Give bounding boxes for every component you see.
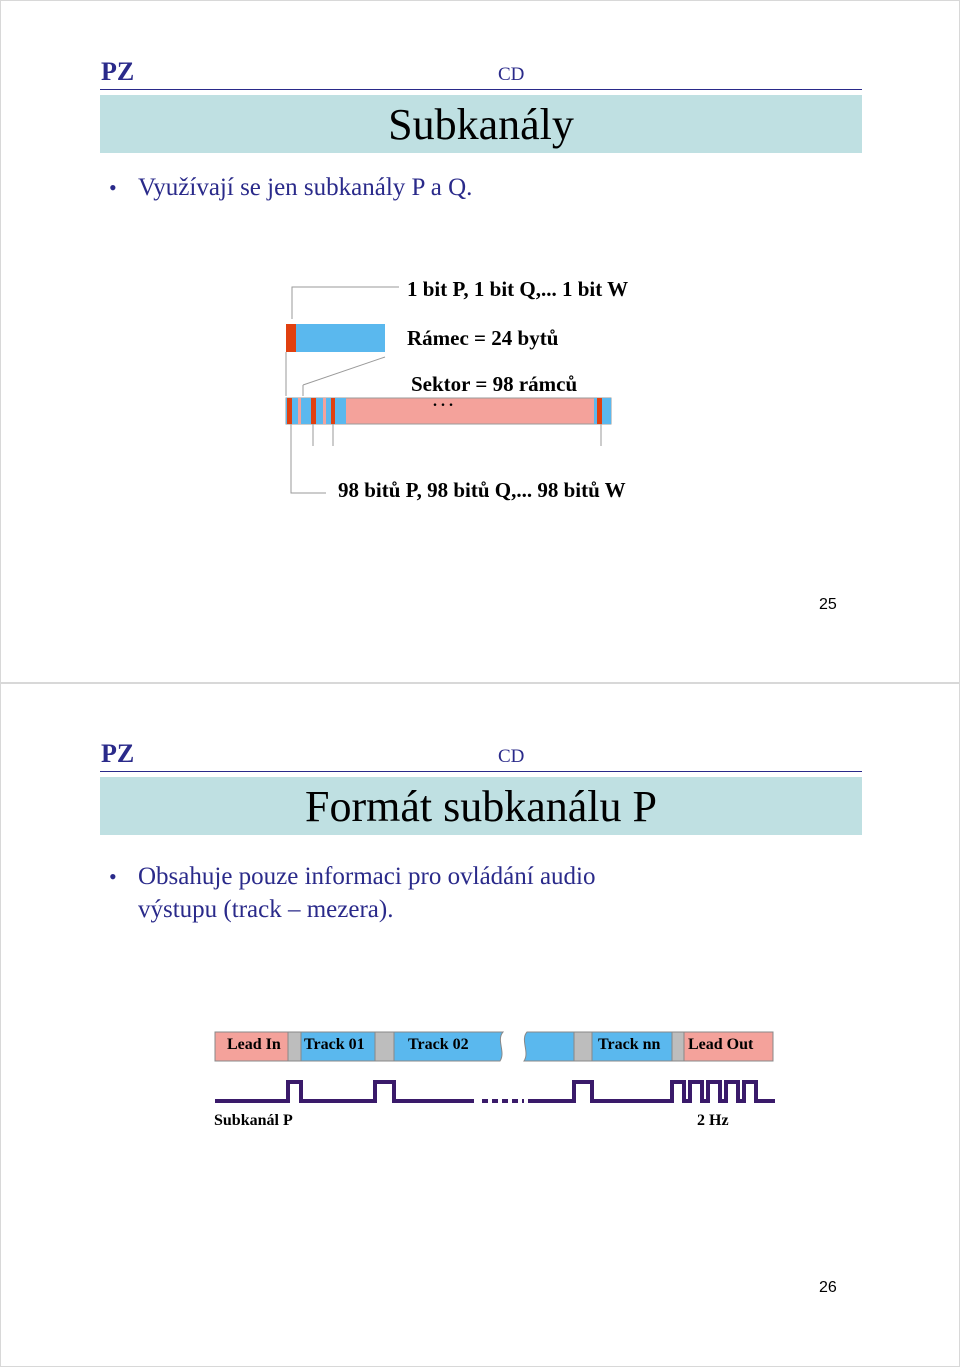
header-logo: PZ: [101, 739, 135, 768]
signal-label-left: Subkanál P: [214, 1112, 293, 1129]
sector-end-frames: [594, 398, 611, 424]
label-track-nn: Track nn: [598, 1036, 661, 1053]
header-topic: CD: [498, 746, 525, 767]
header-rule: [100, 89, 862, 90]
header-logo: PZ: [101, 57, 135, 86]
bullet-dot-icon: •: [109, 864, 117, 889]
label-track-01: Track 01: [304, 1036, 365, 1053]
signal-label-right: 2 Hz: [697, 1112, 729, 1129]
page-number: 26: [819, 1279, 837, 1296]
slide-26: PZ CD Formát subkanálu P • Obsahuje pouz…: [0, 683, 960, 1367]
frame-marker: [286, 324, 296, 352]
bullet-text-line2: výstupu (track – mezera).: [138, 896, 394, 923]
sector-ellipsis: . . .: [433, 393, 453, 410]
bullet-text: Využívají se jen subkanály P a Q.: [138, 174, 473, 201]
frame-bar: [296, 324, 385, 352]
bracket-top: [291, 286, 399, 319]
bullet-item: • Obsahuje pouze informaci pro ovládání …: [109, 860, 809, 930]
label-lead-in: Lead In: [227, 1036, 281, 1053]
bits-label: 1 bit P, 1 bit Q,... 1 bit W: [407, 277, 629, 301]
subchannel-diagram: [285, 286, 612, 494]
title-bar: Subkanály: [100, 95, 862, 153]
sector-label: Sektor = 98 rámců: [411, 372, 578, 396]
bottom-label: 98 bitů P, 98 bitů Q,... 98 bitů W: [338, 478, 626, 502]
label-track-02: Track 02: [408, 1036, 469, 1053]
title-bar: Formát subkanálu P: [100, 777, 862, 835]
header-topic: CD: [498, 64, 525, 85]
frame-label: Rámec = 24 bytů: [407, 326, 559, 350]
slide-25: PZ CD Subkanály • Využívají se jen subka…: [0, 0, 960, 683]
slide-title: Formát subkanálu P: [305, 782, 657, 831]
bullet-text-line1: Obsahuje pouze informaci pro ovládání au…: [138, 863, 596, 890]
bullet-dot-icon: •: [109, 175, 117, 200]
header-rule: [100, 771, 862, 772]
bracket-bottom: [290, 424, 326, 494]
label-lead-out: Lead Out: [688, 1036, 754, 1053]
page-number: 25: [819, 596, 837, 613]
slide-title: Subkanály: [388, 100, 574, 149]
